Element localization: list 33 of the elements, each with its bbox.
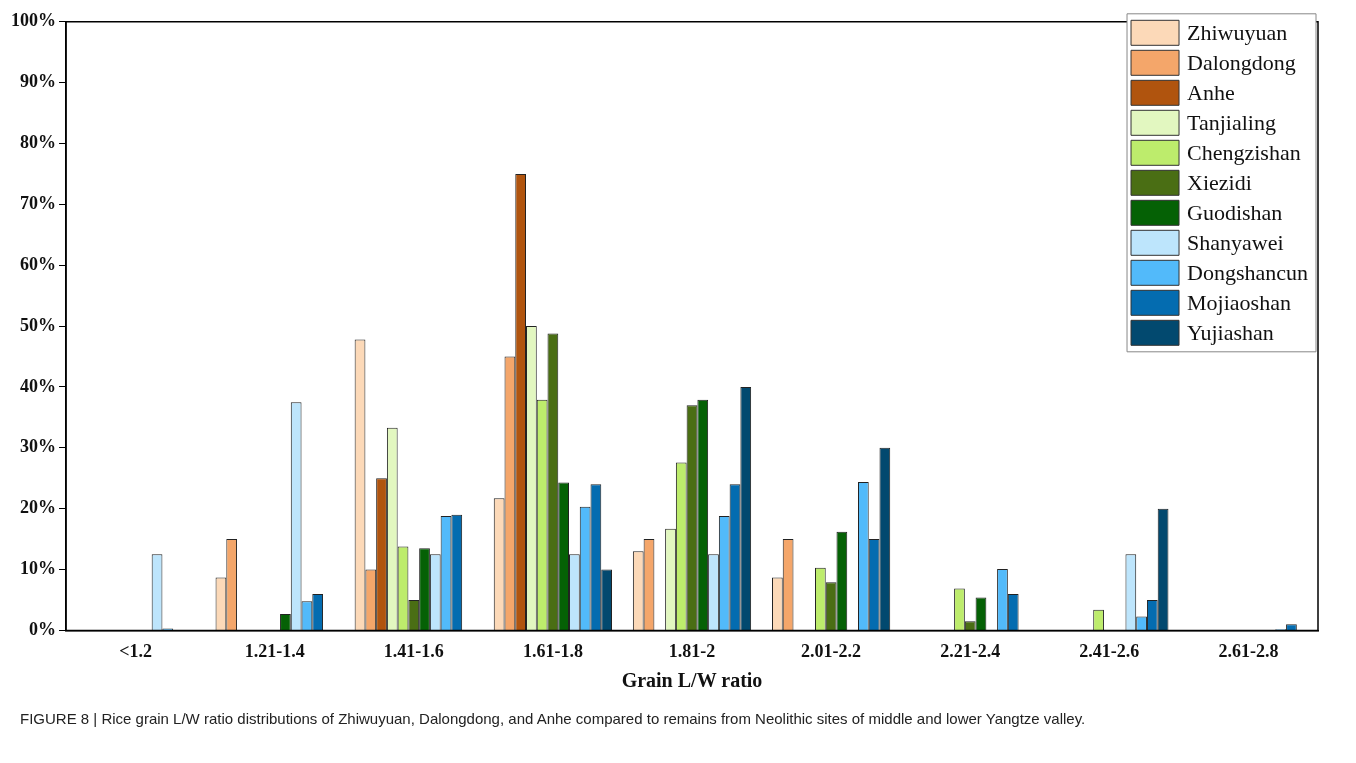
legend-label: Tanjialing — [1187, 109, 1276, 135]
x-tick-label: 2.41-2.6 — [1079, 640, 1140, 661]
x-axis-title: Grain L/W ratio — [621, 669, 763, 692]
caption: FIGURE 8 | Rice grain L/W ratio distributions of Zhiwuyuan, Dalongdong, and Anhe compared to remains from Neolithic sites of middle and lower Yangtze valley. — [20, 710, 1087, 727]
legend-label: Dongshancun — [1187, 259, 1309, 285]
x-tick-label: 2.01-2.2 — [801, 640, 862, 661]
y-tick-label: 30% — [20, 436, 56, 457]
y-tick-label: 70% — [20, 193, 56, 214]
legend-label: Yujiashan — [1187, 319, 1274, 345]
y-tick-label: 10% — [20, 558, 56, 579]
y-tick-label: 100% — [11, 10, 56, 31]
y-tick-label: 60% — [20, 253, 56, 274]
legend-label: Chengzishan — [1187, 139, 1301, 165]
y-tick-label: 90% — [20, 71, 56, 92]
legend-label: Zhiwuyuan — [1187, 19, 1288, 45]
x-tick-label: 1.81-2 — [668, 640, 716, 661]
y-tick-label: 50% — [20, 314, 56, 335]
x-tick-label: 1.61-1.8 — [522, 640, 583, 661]
y-tick-label: 80% — [20, 132, 56, 153]
legend-label: Shanyawei — [1187, 229, 1284, 255]
x-tick-label: <1.2 — [119, 640, 152, 661]
legend-label: Anhe — [1187, 79, 1235, 105]
y-tick-label: 20% — [20, 497, 56, 518]
legend-label: Dalongdong — [1187, 49, 1296, 75]
y-tick-label: 40% — [20, 375, 56, 396]
y-tick-label: 0% — [29, 619, 56, 640]
legend-label: Mojiaoshan — [1187, 289, 1291, 315]
legend-label: Guodishan — [1187, 199, 1283, 225]
legend-label: Xiezidi — [1187, 169, 1252, 195]
x-tick-label: 1.21-1.4 — [244, 640, 305, 661]
x-tick-label: 2.61-2.8 — [1218, 640, 1279, 661]
x-tick-label: 2.21-2.4 — [940, 640, 1001, 661]
x-tick-label: 1.41-1.6 — [383, 640, 444, 661]
